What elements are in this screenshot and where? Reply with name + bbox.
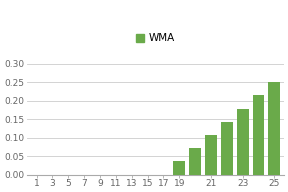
Bar (221, 122, 233, 175)
Bar (205, 135, 217, 175)
Bar (173, 161, 185, 175)
Bar (268, 82, 280, 175)
Bar (253, 95, 264, 175)
Bar (237, 109, 249, 175)
Bar (189, 148, 201, 175)
Legend: WMA: WMA (136, 33, 175, 43)
